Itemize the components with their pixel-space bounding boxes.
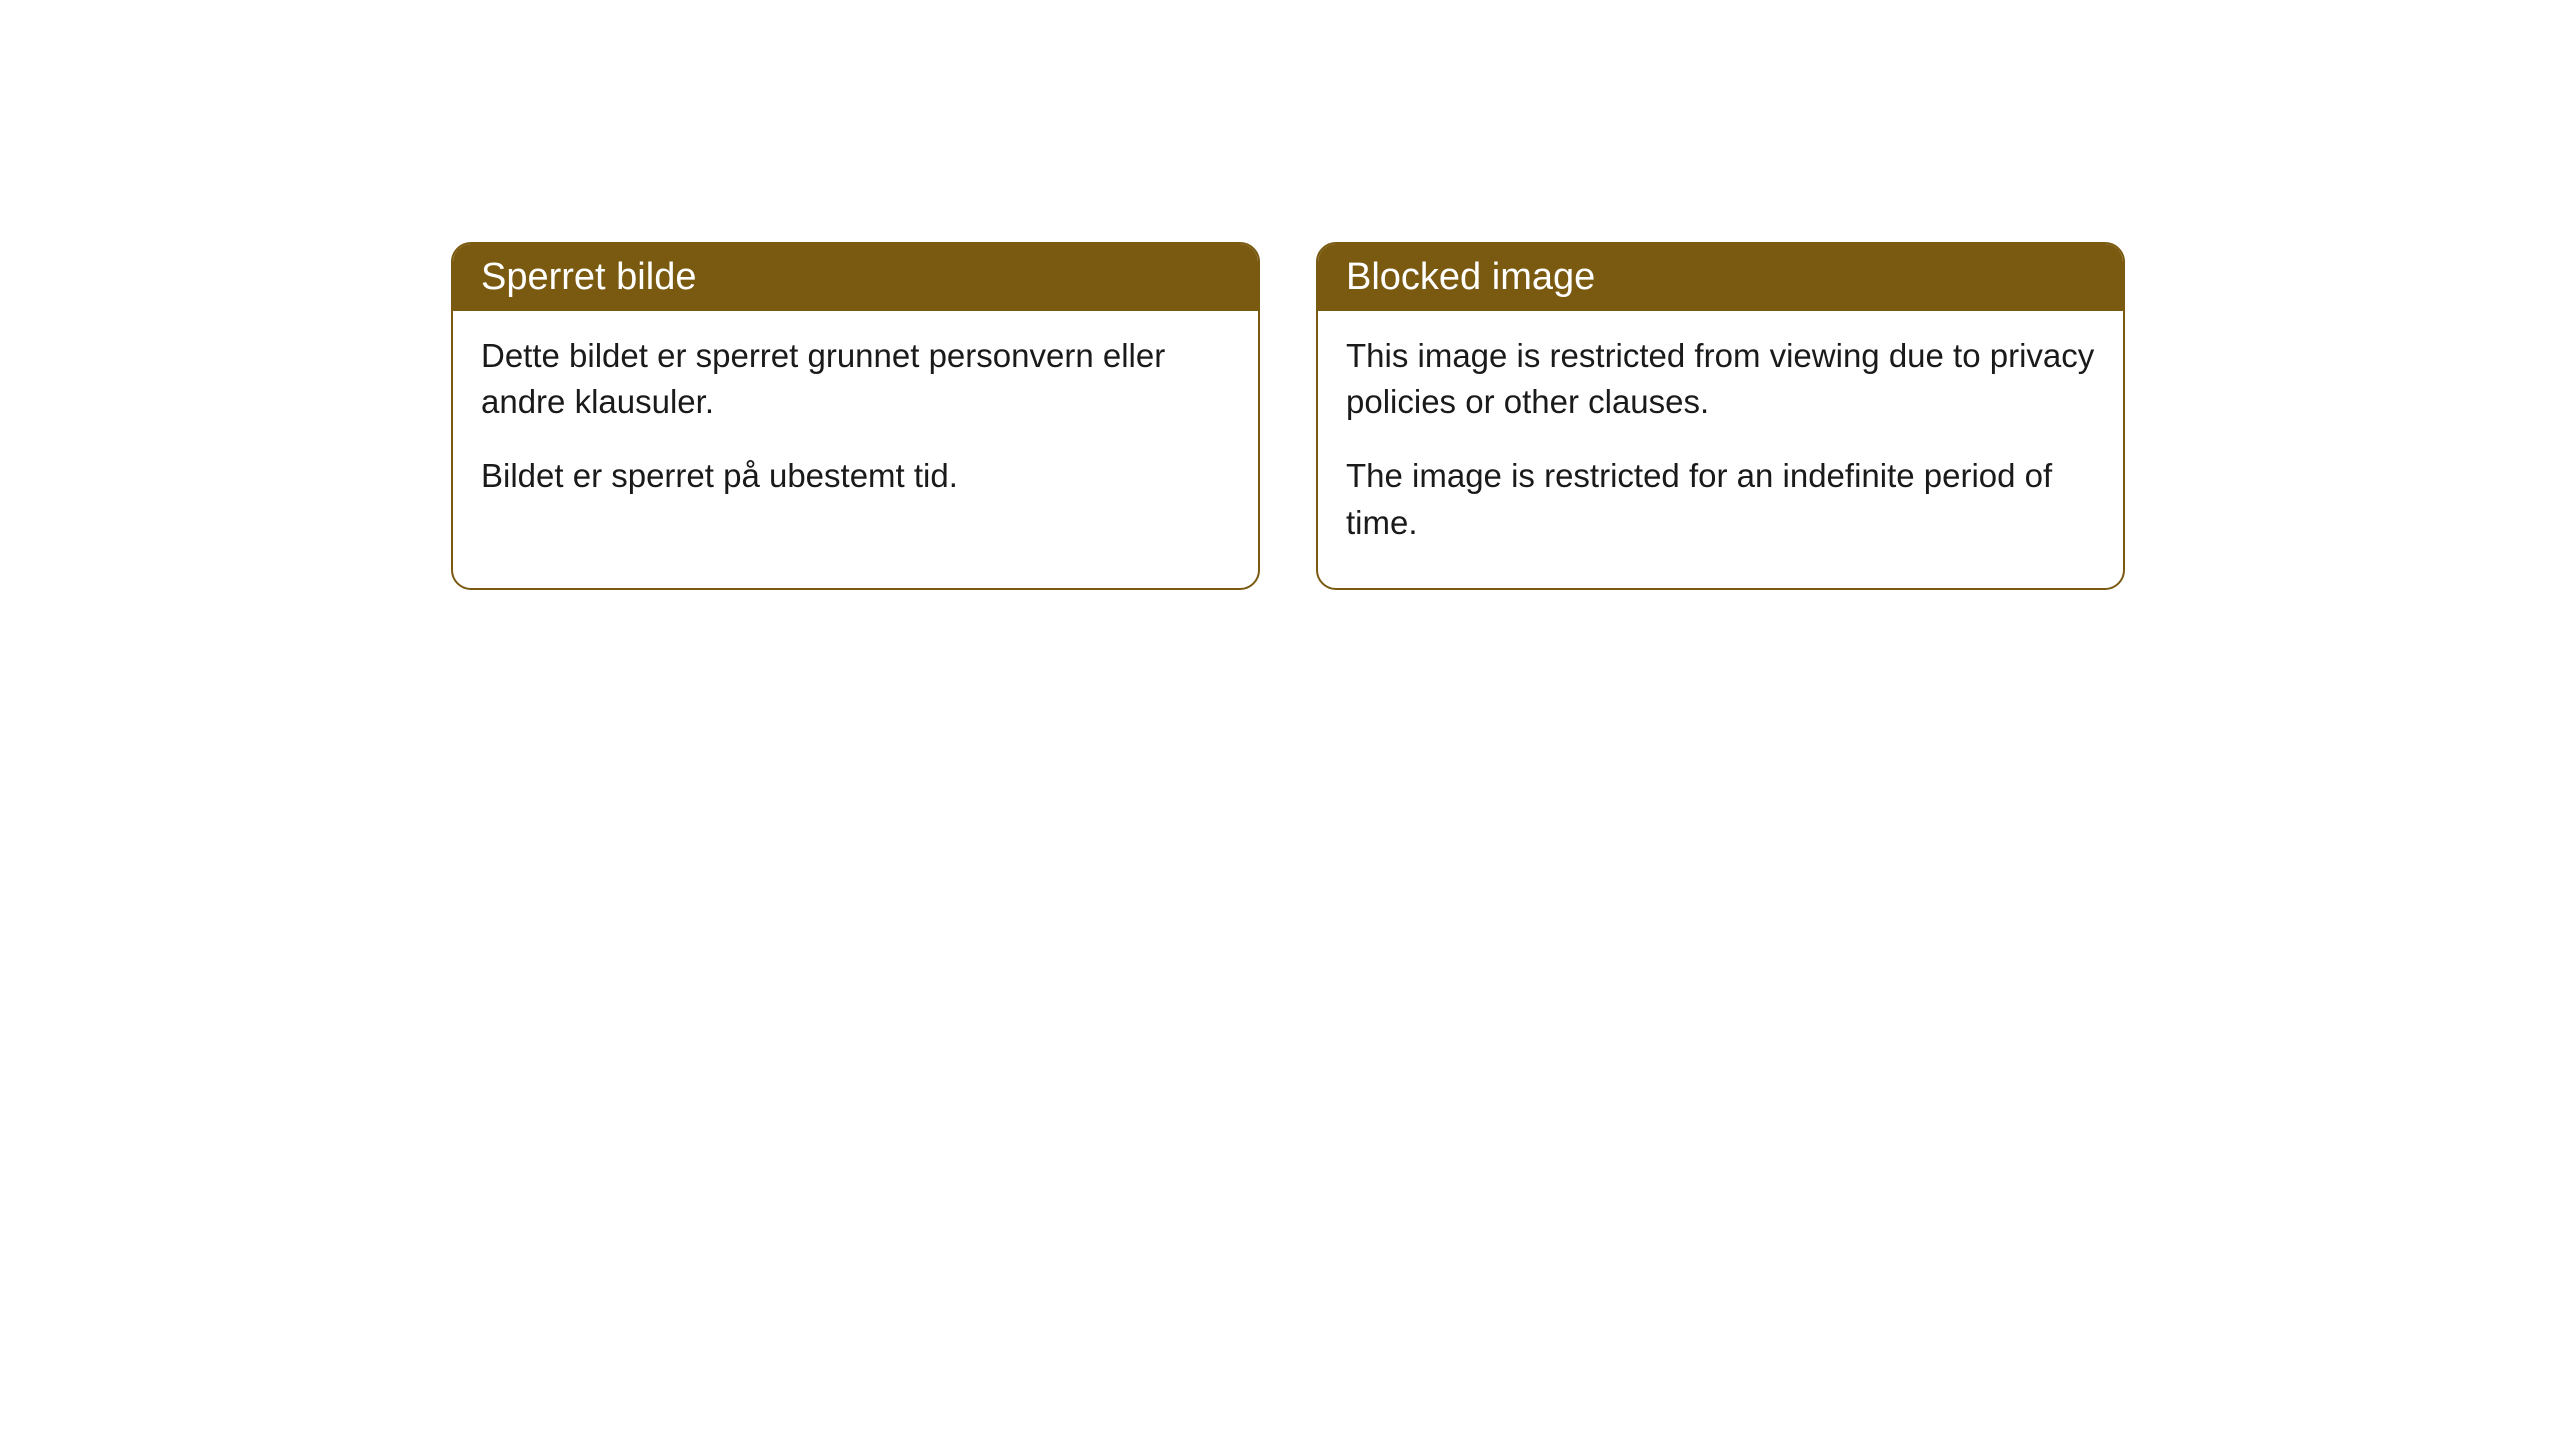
card-header-english: Blocked image xyxy=(1318,244,2123,311)
card-paragraph: Dette bildet er sperret grunnet personve… xyxy=(481,333,1230,425)
card-body-english: This image is restricted from viewing du… xyxy=(1318,311,2123,588)
card-header-norwegian: Sperret bilde xyxy=(453,244,1258,311)
card-norwegian: Sperret bilde Dette bildet er sperret gr… xyxy=(451,242,1260,590)
card-english: Blocked image This image is restricted f… xyxy=(1316,242,2125,590)
card-title: Sperret bilde xyxy=(481,256,696,298)
card-body-norwegian: Dette bildet er sperret grunnet personve… xyxy=(453,311,1258,542)
cards-container: Sperret bilde Dette bildet er sperret gr… xyxy=(451,242,2125,590)
card-paragraph: Bildet er sperret på ubestemt tid. xyxy=(481,453,1230,499)
card-paragraph: This image is restricted from viewing du… xyxy=(1346,333,2095,425)
card-title: Blocked image xyxy=(1346,256,1595,298)
card-paragraph: The image is restricted for an indefinit… xyxy=(1346,453,2095,545)
